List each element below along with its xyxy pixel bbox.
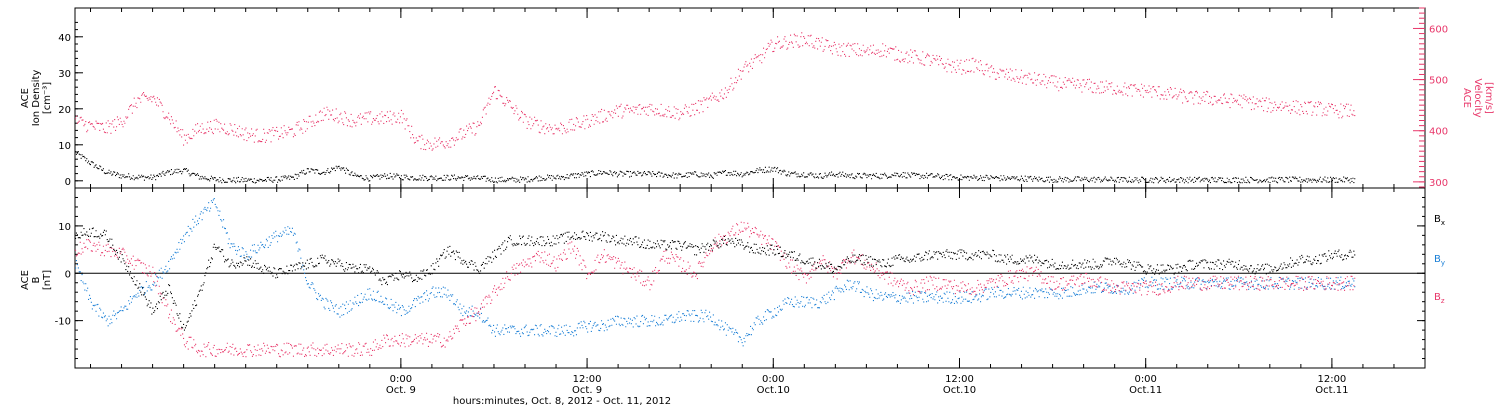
top-y-tick-label: 0 [65,177,71,188]
x-day-label: Oct.10 [757,385,790,396]
bottom-ylabel-line: ACE [20,270,31,290]
x-day-label: Oct. 9 [386,385,416,396]
legend-entry-x: Bx [1434,214,1445,227]
top-series [75,32,1356,184]
legend-main: B [1434,254,1441,265]
top-left-ylabel-line: [cm⁻³] [42,82,53,114]
top-y-tick-label: 30 [58,69,71,80]
top-right-ylabel-line: Velocity [1472,78,1483,117]
top-right-y-tick-label: 300 [1429,178,1448,189]
top-right-y-tick-label: 400 [1429,127,1448,138]
bottom-ylabel-line: B [31,276,42,283]
top-right-ylabel-line: ACE [1461,88,1472,108]
legend-sub: x [1441,219,1445,227]
top-y-tick-label: 20 [58,105,71,116]
top-left-ylabel-line: Ion Density [31,70,42,127]
series-black-points [75,151,1356,184]
bottom-x-ticks [90,188,1395,368]
top-left-ylabel-line: ACE [20,88,31,108]
series-Bz-points [75,221,1356,358]
legend-main: B [1434,292,1441,303]
top-x-ticks [90,8,1395,188]
bottom-series [75,198,1356,358]
x-tick-label: 12:00 [1317,374,1346,385]
x-tick-label: 0:00 [1134,374,1156,385]
bottom-y-ticks: -10 0 10 [55,196,1425,360]
bottom-y-tick-label: -10 [55,317,71,328]
x-tick-label: 12:00 [573,374,602,385]
bottom-y-tick-label: 0 [65,269,71,280]
top-right-y-label: ACE Velocity [km/s] [1461,78,1494,117]
bottom-y-label: ACE B [nT] [20,270,53,290]
series-By-points [75,198,1356,347]
x-day-label: Oct. 9 [572,385,602,396]
legend-entry-z: Bz [1434,292,1445,305]
top-right-y-tick-label: 500 [1429,76,1448,87]
legend-sub: z [1441,297,1445,305]
series-pink-points [75,32,1356,151]
bottom-panel-frame [74,187,1426,369]
x-tick-label: 0:00 [762,374,784,385]
x-day-label: Oct.11 [1315,385,1348,396]
x-tick-label: 12:00 [945,374,974,385]
bottom-y-tick-label: 10 [58,222,71,233]
top-panel-frame [74,7,1426,189]
top-panel: ACE Ion Density [cm⁻³] ACE Velocity [km/s] 0… [20,7,1494,189]
top-left-y-ticks: 0 10 20 30 40 [58,21,83,188]
top-y-tick-label: 10 [58,141,71,152]
x-day-label: Oct.10 [943,385,976,396]
x-axis-caption: hours:minutes, Oct. 8, 2012 - Oct. 11, 2… [453,396,671,407]
top-right-y-ticks: 300 400 500 600 [1413,7,1448,189]
legend-main: B [1434,214,1441,225]
bottom-ylabel-line: [nT] [42,270,53,290]
top-y-tick-label: 40 [58,33,71,44]
top-right-y-tick-label: 600 [1429,24,1448,35]
legend-sub: y [1441,259,1445,267]
legend-entry-y: By [1434,254,1445,267]
top-right-ylabel-line: [km/s] [1483,82,1494,114]
top-left-y-label: ACE Ion Density [cm⁻³] [20,70,53,127]
x-day-label: Oct.11 [1129,385,1162,396]
x-tick-label: 0:00 [390,374,412,385]
